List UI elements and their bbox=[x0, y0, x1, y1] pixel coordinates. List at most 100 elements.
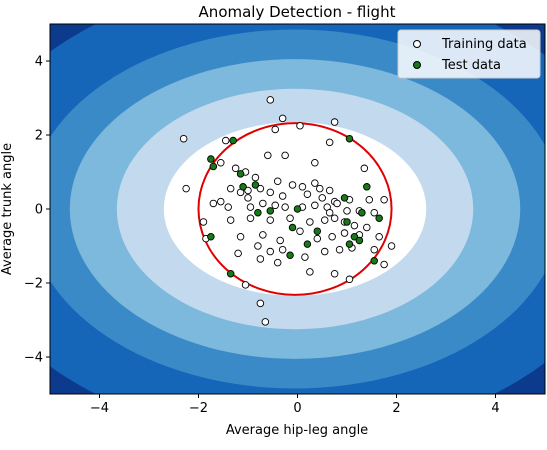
y-axis-ticks: −4 −2 0 2 4 bbox=[24, 55, 50, 366]
x-tick-label: −2 bbox=[189, 401, 208, 416]
x-tick-label: 2 bbox=[392, 401, 400, 416]
decision-boundary-layer bbox=[197, 122, 393, 296]
training-point-0 bbox=[266, 96, 275, 104]
training-point-55 bbox=[320, 216, 329, 224]
test-point-6 bbox=[239, 183, 247, 191]
test-point-23 bbox=[226, 270, 235, 278]
training-point-81 bbox=[273, 258, 282, 267]
training-point-33 bbox=[365, 195, 374, 204]
training-point-84 bbox=[345, 275, 354, 284]
y-tick-label: 4 bbox=[35, 55, 43, 70]
legend-test-marker bbox=[413, 61, 421, 69]
training-point-40 bbox=[271, 201, 279, 210]
training-point-62 bbox=[259, 231, 267, 239]
y-tick-label: 2 bbox=[35, 129, 43, 144]
training-point-29 bbox=[303, 190, 312, 198]
training-point-11 bbox=[360, 164, 369, 173]
training-point-65 bbox=[313, 234, 322, 243]
training-point-2 bbox=[271, 125, 279, 134]
test-point-20 bbox=[303, 240, 312, 248]
legend-box bbox=[397, 29, 541, 79]
test-point-17 bbox=[350, 232, 359, 241]
training-point-9 bbox=[325, 138, 334, 147]
training-point-87 bbox=[256, 299, 265, 308]
training-point-72 bbox=[266, 247, 275, 256]
training-point-54 bbox=[306, 218, 314, 226]
training-point-58 bbox=[350, 221, 359, 230]
test-point-24 bbox=[207, 232, 215, 241]
training-point-75 bbox=[320, 247, 329, 256]
test-point-21 bbox=[286, 251, 294, 259]
training-point-46 bbox=[343, 207, 351, 215]
test-point-4 bbox=[236, 170, 245, 178]
training-point-19 bbox=[311, 179, 319, 187]
training-point-16 bbox=[273, 177, 282, 185]
training-point-25 bbox=[244, 186, 252, 195]
test-point-8 bbox=[340, 194, 349, 202]
training-point-43 bbox=[311, 201, 319, 210]
training-point-69 bbox=[375, 232, 383, 241]
training-point-35 bbox=[209, 199, 218, 208]
plot-area bbox=[50, 24, 545, 394]
training-point-4 bbox=[330, 118, 339, 126]
training-point-66 bbox=[328, 232, 336, 241]
training-point-76 bbox=[335, 245, 344, 254]
training-point-20 bbox=[316, 184, 324, 193]
training-point-22 bbox=[182, 184, 190, 193]
training-point-78 bbox=[370, 245, 378, 254]
training-point-50 bbox=[226, 216, 235, 224]
training-point-27 bbox=[266, 188, 275, 197]
test-point-0 bbox=[345, 134, 354, 143]
training-point-88 bbox=[261, 318, 270, 326]
test-point-11 bbox=[254, 208, 262, 217]
training-point-90 bbox=[325, 208, 334, 217]
training-point-45 bbox=[333, 199, 341, 208]
x-tick-label: −4 bbox=[90, 401, 109, 416]
training-point-5 bbox=[179, 134, 188, 143]
training-point-41 bbox=[281, 203, 289, 211]
training-point-86 bbox=[241, 281, 250, 289]
training-point-71 bbox=[254, 242, 262, 250]
legend: Training data Test data bbox=[397, 29, 541, 79]
training-point-49 bbox=[199, 218, 208, 226]
legend-training-label: Training data bbox=[441, 37, 527, 52]
training-point-39 bbox=[259, 199, 267, 208]
test-point-12 bbox=[293, 205, 302, 213]
training-point-53 bbox=[286, 214, 294, 222]
training-point-79 bbox=[387, 242, 396, 250]
test-point-13 bbox=[343, 218, 351, 226]
training-point-48 bbox=[370, 208, 378, 217]
training-point-34 bbox=[380, 195, 388, 204]
x-tick-label: 0 bbox=[293, 401, 301, 416]
test-point-14 bbox=[375, 214, 383, 222]
test-point-2 bbox=[207, 155, 215, 163]
training-point-36 bbox=[217, 197, 225, 206]
points-layer bbox=[179, 96, 396, 326]
training-point-51 bbox=[246, 214, 255, 222]
training-point-38 bbox=[246, 203, 255, 211]
training-point-63 bbox=[276, 236, 284, 245]
training-point-28 bbox=[278, 192, 287, 200]
test-point-10 bbox=[266, 207, 275, 215]
training-point-82 bbox=[306, 268, 314, 276]
decision-boundary-curve bbox=[197, 122, 393, 296]
training-point-83 bbox=[330, 270, 339, 278]
test-point-19 bbox=[345, 240, 354, 248]
training-point-56 bbox=[330, 214, 339, 222]
test-point-1 bbox=[229, 136, 237, 145]
training-point-74 bbox=[301, 253, 309, 261]
legend-test-label: Test data bbox=[441, 58, 501, 73]
training-point-18 bbox=[298, 183, 307, 191]
chart-title: Anomaly Detection - flight bbox=[199, 3, 396, 21]
training-point-7 bbox=[264, 151, 272, 160]
test-point-22 bbox=[370, 257, 378, 265]
test-point-9 bbox=[358, 208, 366, 217]
training-point-17 bbox=[288, 181, 297, 189]
y-tick-label: 0 bbox=[35, 203, 43, 218]
training-point-67 bbox=[340, 229, 349, 237]
test-point-3 bbox=[209, 162, 218, 171]
training-point-73 bbox=[278, 245, 287, 254]
test-point-7 bbox=[363, 183, 371, 191]
